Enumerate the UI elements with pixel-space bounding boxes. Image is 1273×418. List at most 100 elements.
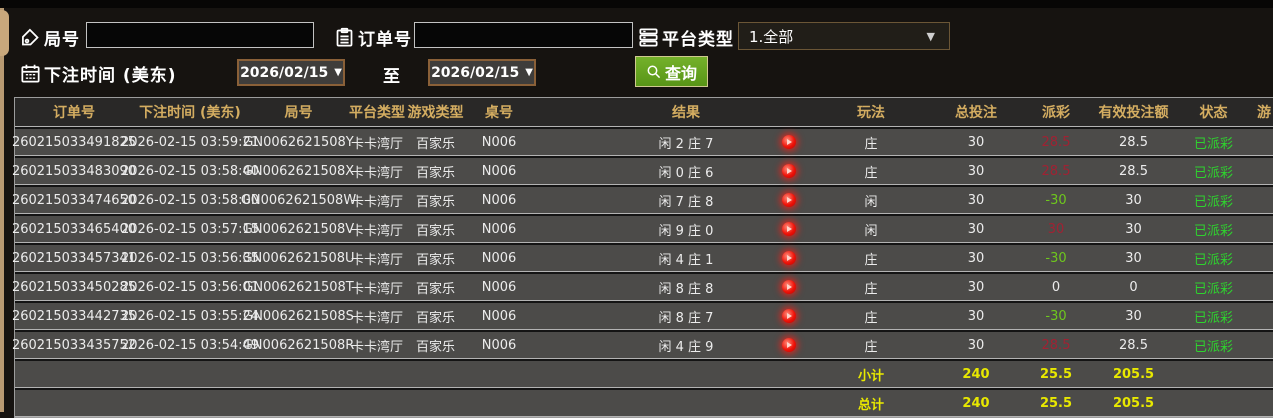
col-header-game[interactable]: 游戏类型 — [407, 105, 464, 121]
col-header-result[interactable]: 结果 — [672, 105, 700, 121]
bet-time-cell: 2026-02-15 03:55:24 — [120, 308, 260, 324]
side-panel-tab[interactable] — [0, 10, 9, 56]
result-text: 闲 0 庄 6 — [658, 165, 714, 181]
result-cell: 闲 0 庄 6 — [531, 162, 821, 181]
total-bet-cell: 30 — [967, 134, 985, 150]
search-icon — [646, 64, 662, 80]
platform-select[interactable]: 1.全部 ▼ — [738, 22, 950, 50]
table-row: 260215033483090 2026-02-15 03:58:40 GN00… — [12, 158, 1273, 185]
replay-play-icon[interactable] — [782, 222, 796, 236]
col-header-total-bet[interactable]: 总投注 — [955, 105, 997, 121]
game-cell: 百家乐 — [415, 165, 455, 181]
status-cell: 已派彩 — [1193, 136, 1233, 152]
total-bet-cell: 30 — [967, 250, 985, 266]
payout-cell: 0 — [1051, 279, 1061, 295]
replay-wrap — [779, 135, 799, 149]
chevron-down-icon: ▼ — [334, 67, 342, 78]
replay-play-icon[interactable] — [782, 309, 796, 323]
round-label: 局号 — [44, 30, 80, 50]
valid-bet-cell: 28.5 — [1119, 134, 1148, 150]
col-header-platform[interactable]: 平台类型 — [349, 105, 405, 121]
total-valid-bet: 205.5 — [1112, 395, 1155, 411]
valid-bet-cell: 30 — [1125, 308, 1142, 324]
platform-cell: 卡卡湾厅 — [350, 136, 403, 152]
col-header-order[interactable]: 订单号 — [53, 105, 95, 121]
tag-icon — [20, 27, 41, 48]
subtotal-label: 小计 — [857, 368, 884, 384]
date-from-picker[interactable]: 2026/02/15 ▼ — [237, 59, 345, 86]
order-input[interactable] — [414, 22, 633, 48]
date-to-picker[interactable]: 2026/02/15 ▼ — [428, 59, 536, 86]
col-header-table-no[interactable]: 桌号 — [485, 105, 513, 121]
table-row: 260215033442735 2026-02-15 03:55:24 GN00… — [11, 303, 1273, 330]
round-input[interactable] — [86, 22, 314, 48]
calendar-icon — [20, 63, 41, 84]
total-bet-cell: 30 — [967, 163, 985, 179]
result-text: 闲 8 庄 7 — [658, 310, 714, 326]
round-cell: GN0062621508S — [243, 308, 354, 324]
col-header-payout[interactable]: 派彩 — [1042, 105, 1070, 121]
result-cell: 闲 7 庄 8 — [531, 191, 821, 210]
game-cell: 百家乐 — [415, 223, 455, 239]
status-cell: 已派彩 — [1193, 310, 1233, 326]
query-button[interactable]: 查询 — [635, 56, 708, 87]
order-cell: 260215033442735 — [11, 308, 137, 324]
total-bet-cell: 30 — [967, 221, 985, 237]
order-cell: 260215033457341 — [11, 250, 137, 266]
platform-cell: 卡卡湾厅 — [350, 252, 403, 268]
table-row: 260215033465400 2026-02-15 03:57:15 GN00… — [12, 216, 1273, 243]
status-cell: 已派彩 — [1193, 165, 1233, 181]
replay-wrap — [779, 251, 799, 265]
replay-play-icon[interactable] — [782, 135, 796, 149]
payout-cell: -30 — [1045, 192, 1067, 208]
col-header-valid-bet[interactable]: 有效投注额 — [1098, 105, 1169, 121]
platform-cell: 卡卡湾厅 — [350, 339, 403, 355]
game-cell: 百家乐 — [415, 252, 455, 268]
date-from-value: 2026/02/15 — [240, 64, 329, 81]
table-body: 260215033491825 2026-02-15 03:59:21 GN00… — [11, 129, 1273, 359]
col-header-bet-time[interactable]: 下注时间 (美东) — [139, 105, 241, 121]
table-no-cell: N006 — [481, 192, 517, 208]
total-bet-cell: 30 — [967, 308, 985, 324]
platform-selected-value: 1.全部 — [749, 27, 794, 46]
table-no-cell: N006 — [481, 308, 517, 324]
result-cell: 闲 2 庄 7 — [531, 133, 821, 152]
valid-bet-cell: 30 — [1125, 221, 1142, 237]
play-cell: 闲 — [864, 194, 878, 210]
col-header-round[interactable]: 局号 — [284, 105, 313, 121]
result-cell: 闲 4 庄 1 — [531, 249, 821, 268]
order-cell: 260215033474650 — [11, 192, 137, 208]
replay-play-icon[interactable] — [782, 193, 796, 207]
payout-cell: 30 — [1047, 221, 1065, 237]
chevron-down-icon: ▼ — [525, 67, 533, 78]
result-cell: 闲 8 庄 7 — [531, 307, 821, 326]
table-header-row: 订单号 下注时间 (美东) 局号 平台类型 游戏类型 桌号 结果 玩法 总投注 … — [15, 98, 1273, 127]
status-cell: 已派彩 — [1193, 339, 1233, 355]
bet-time-cell: 2026-02-15 03:59:21 — [120, 134, 260, 150]
replay-play-icon[interactable] — [782, 251, 796, 265]
replay-play-icon[interactable] — [782, 338, 796, 352]
replay-play-icon[interactable] — [782, 280, 796, 294]
game-cell: 百家乐 — [415, 194, 455, 210]
col-header-play[interactable]: 玩法 — [857, 105, 885, 121]
round-cell: GN0062621508V — [242, 221, 355, 237]
table-no-cell: N006 — [481, 163, 517, 179]
play-cell: 庄 — [864, 310, 878, 326]
status-cell: 已派彩 — [1193, 281, 1233, 297]
table-row: 260215033450285 2026-02-15 03:56:01 GN00… — [12, 274, 1273, 301]
replay-play-icon[interactable] — [782, 164, 796, 178]
bet-time-cell: 2026-02-15 03:56:35 — [120, 250, 260, 266]
date-range-to: 至 — [383, 62, 401, 87]
clipboard-icon — [334, 27, 355, 48]
total-bet-cell: 30 — [967, 337, 985, 353]
round-cell: GN0062621508X — [242, 163, 355, 179]
table-no-cell: N006 — [481, 337, 517, 353]
col-header-status[interactable]: 状态 — [1199, 105, 1228, 121]
platform-filter: 平台类型 — [638, 25, 734, 50]
bet-time-cell: 2026-02-15 03:58:40 — [120, 163, 260, 179]
play-cell: 庄 — [864, 165, 878, 181]
game-cell: 百家乐 — [415, 281, 455, 297]
col-header-game-clipped[interactable]: 游 — [1257, 105, 1271, 121]
round-cell: GN0062621508T — [243, 279, 354, 295]
play-cell: 庄 — [864, 136, 878, 152]
